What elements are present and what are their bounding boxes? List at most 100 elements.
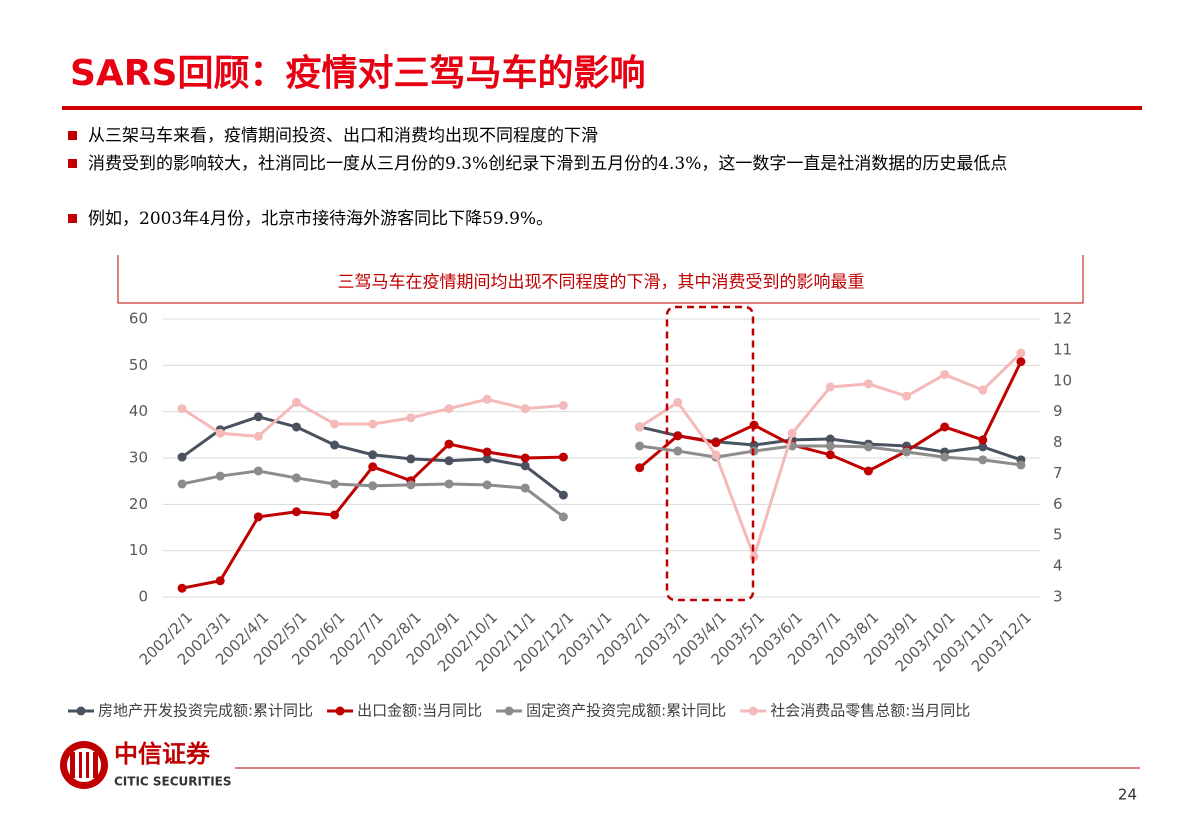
point [1016,348,1026,358]
point [978,455,988,465]
point [635,463,645,473]
y2-tick-label: 7 [1053,464,1063,482]
point [940,370,950,380]
legend-label: 固定资产投资完成额:累计同比 [526,702,726,720]
point [520,483,530,493]
y-tick-label: 40 [129,402,148,420]
point [215,471,225,481]
point [940,452,950,462]
y-tick-label: 0 [138,588,148,606]
point [520,453,530,463]
point [520,461,530,471]
point [444,439,454,449]
logo-text-en: CITIC SECURITIES [114,775,232,789]
point [253,412,263,422]
y2-tick-label: 3 [1053,588,1063,606]
point [215,428,225,438]
bullet: 例如，2003年4月份，北京市接待海外游客同比下降59.9%。 [66,206,1148,232]
legend-label: 房地产开发投资完成额:累计同比 [98,702,313,720]
legend-marker [335,706,345,716]
point [978,385,988,395]
point [291,422,301,432]
legend-label: 出口金额:当月同比 [357,702,482,720]
y2-tick-label: 5 [1053,526,1063,544]
point [406,480,416,490]
point [291,507,301,517]
point [482,394,492,404]
y2-tick-label: 4 [1053,557,1063,575]
point [558,452,568,462]
title-rule [62,106,1142,110]
point [1016,357,1026,367]
point [673,446,683,456]
logo-text: 中信证券 [114,740,211,768]
point [253,431,263,441]
point [368,462,378,472]
point [673,431,683,441]
point [1016,460,1026,470]
point [825,441,835,451]
point [444,404,454,414]
point [291,473,301,483]
point [825,382,835,392]
y-tick-label: 50 [129,356,148,374]
point [177,452,187,462]
y-tick-label: 10 [129,541,148,559]
series-line [181,360,1023,590]
chart-frame [117,255,1084,304]
point [482,480,492,490]
y2-tick-label: 11 [1053,340,1072,358]
point [482,447,492,457]
point [444,456,454,466]
point [330,440,340,450]
y-tick-label: 20 [129,495,148,513]
slide-title: SARS回顾：疫情对三驾马车的影响 [70,53,646,94]
point [330,419,340,429]
y-tick-label: 60 [129,310,148,328]
point [215,576,225,586]
y2-tick-label: 12 [1053,310,1072,328]
point [368,481,378,491]
point [902,391,912,401]
point [558,490,568,500]
point [978,435,988,445]
point [902,447,912,457]
point [635,441,645,451]
y-tick-label: 30 [129,449,148,467]
bullet: 消费受到的影响较大，社消同比一度从三月份的9.3%创纪录下滑到五月份的4.3%，… [66,151,1148,177]
point [940,422,950,432]
point [558,512,568,522]
page-number: 24 [1118,786,1137,804]
point [330,479,340,489]
point [177,583,187,593]
highlight-box [665,305,755,602]
point [368,450,378,460]
point [978,442,988,452]
y2-tick-label: 8 [1053,433,1063,451]
point [673,397,683,407]
point [711,438,721,448]
point [825,434,835,444]
point [863,442,873,452]
point [863,466,873,476]
legend-marker [748,706,758,716]
legend-marker [504,706,514,716]
point [558,400,568,410]
y2-tick-label: 9 [1053,402,1063,420]
logo-icon [60,741,108,789]
point [520,404,530,414]
y2-tick-label: 10 [1053,371,1072,389]
chart-title: 三驾马车在疫情期间均出现不同程度的下滑，其中消费受到的影响最重 [338,273,865,293]
point [482,454,492,464]
point [330,510,340,520]
point [406,454,416,464]
point [635,422,645,432]
point [177,404,187,414]
legend-label: 社会消费品零售总额:当月同比 [770,702,970,720]
point [711,450,721,460]
bullet: 从三架马车来看，疫情期间投资、出口和消费均出现不同程度的下滑 [66,123,1148,149]
y2-tick-label: 6 [1053,495,1063,513]
point [825,450,835,460]
point [368,419,378,429]
